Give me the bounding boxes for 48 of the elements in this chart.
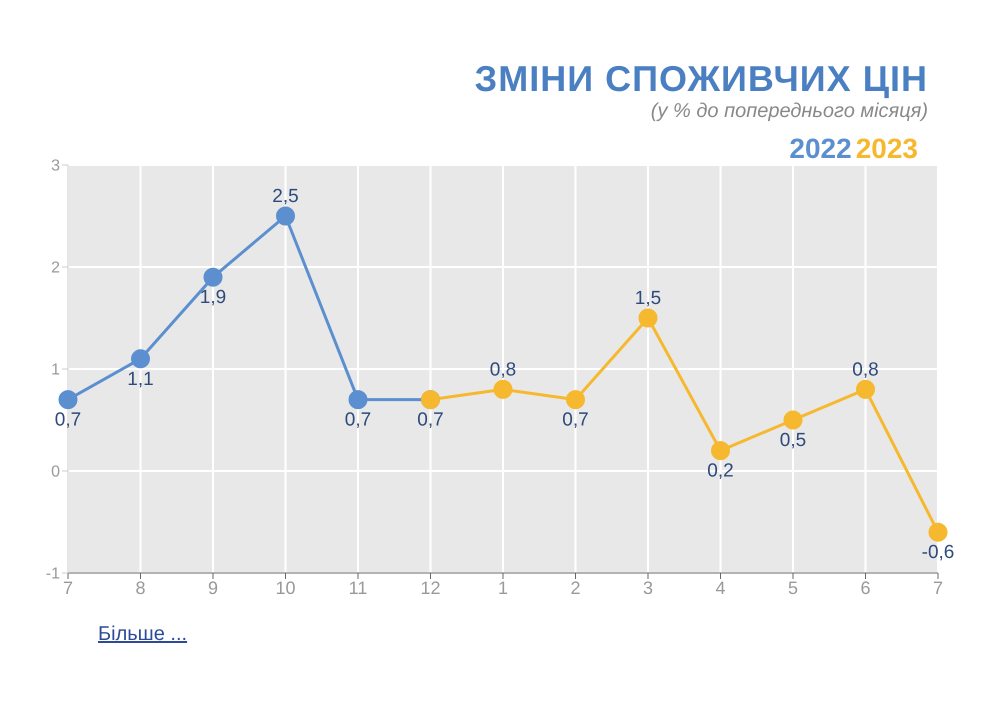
data-label: 1,1 [127, 368, 154, 390]
data-label: 0,7 [562, 410, 589, 431]
text: Більше ... [97, 623, 188, 646]
data-label: -0,6 [922, 542, 954, 564]
x-tick-label: 5 [788, 578, 798, 598]
point [711, 441, 730, 460]
x-tick-label: 11 [348, 578, 368, 598]
chart-title: ЗМІНИ СПОЖИВЧИХ ЦІН [474, 58, 928, 100]
x-tick-label: 2 [570, 578, 581, 598]
data-label: 0,2 [707, 460, 734, 482]
point [638, 308, 658, 328]
y-tick-label: -1 [46, 566, 60, 583]
y-tick-label: 2 [51, 260, 60, 277]
x-tick-label: 3 [642, 578, 654, 598]
text: 2022 [789, 133, 852, 164]
data-label: 0,7 [54, 410, 82, 431]
data-label: 0,5 [780, 430, 806, 451]
data-label: 1,9 [200, 287, 226, 308]
x-tick-label: 9 [208, 578, 218, 598]
chart-subtitle: (у % до попереднього місяця) [650, 100, 928, 123]
point [784, 410, 802, 430]
point [928, 522, 948, 542]
text: 2023 [856, 133, 918, 164]
x-tick-label: 6 [860, 578, 871, 598]
x-tick-label: 7 [932, 578, 944, 598]
point [348, 390, 368, 410]
point [58, 390, 78, 410]
x-tick-label: 10 [275, 578, 296, 598]
point [566, 390, 585, 410]
point [494, 380, 512, 399]
x-tick-label: 12 [420, 578, 441, 598]
data-label: 0,7 [344, 410, 372, 431]
data-label: 0,8 [490, 359, 516, 380]
data-label: 2,5 [272, 186, 299, 207]
point [131, 349, 150, 368]
data-label: 1,5 [634, 288, 662, 309]
point [276, 206, 295, 226]
point [204, 268, 222, 287]
y-tick-label: 1 [51, 362, 60, 379]
x-tick-label: 4 [715, 578, 726, 598]
y-tick-label: 0 [51, 464, 60, 481]
y-tick-label: 3 [51, 158, 60, 175]
x-tick-label: 7 [62, 578, 74, 598]
x-tick-label: 1 [498, 578, 508, 598]
x-tick-label: 8 [135, 578, 146, 598]
data-label: 0,7 [417, 410, 444, 431]
point [856, 380, 875, 399]
data-label: 0,8 [852, 359, 879, 380]
